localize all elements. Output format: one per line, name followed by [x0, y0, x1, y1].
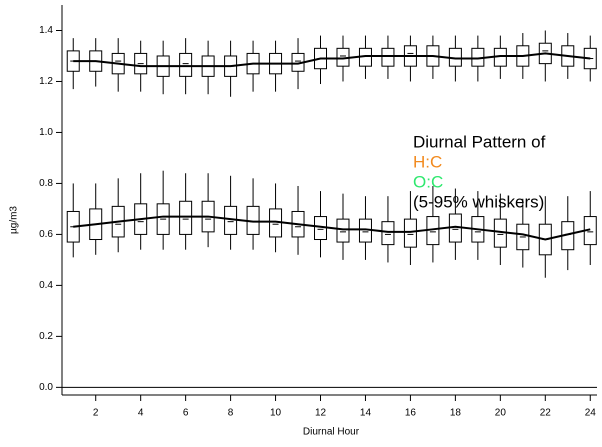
x-tick-label: 16 [405, 408, 417, 419]
x-tick-label: 24 [585, 408, 597, 419]
legend-label: O:C [413, 172, 443, 191]
x-tick-label: 10 [270, 408, 282, 419]
annotation: Diurnal Pattern of [413, 132, 546, 151]
y-tick-label: 1.4 [39, 25, 53, 36]
y-tick-label: 0.4 [39, 280, 53, 291]
y-axis-label: µg/m3 [9, 206, 20, 234]
x-axis-label: Diurnal Hour [303, 427, 360, 438]
box [403, 218, 417, 248]
x-tick-label: 14 [360, 408, 372, 419]
x-tick-label: 22 [540, 408, 552, 419]
box [179, 200, 193, 235]
y-tick-label: 1.2 [39, 76, 53, 87]
annotation: (5-95% whiskers) [413, 192, 544, 211]
y-tick-label: 0.6 [39, 229, 53, 240]
y-tick-label: 0.8 [39, 178, 53, 189]
mean-line [73, 52, 591, 68]
y-tick-label: 1.0 [39, 127, 53, 138]
box [179, 52, 193, 77]
x-tick-label: 6 [183, 408, 189, 419]
legend-label: H:C [413, 152, 442, 171]
x-tick-label: 20 [495, 408, 507, 419]
mean-line [73, 215, 591, 241]
x-tick-label: 8 [228, 408, 234, 419]
x-tick-label: 18 [450, 408, 462, 419]
x-tick-label: 4 [138, 408, 144, 419]
x-tick-label: 2 [93, 408, 99, 419]
y-tick-label: 0.2 [39, 331, 53, 342]
y-tick-label: 0.0 [39, 382, 53, 393]
box [381, 221, 395, 246]
box [336, 218, 350, 243]
box [381, 47, 395, 67]
x-tick-label: 12 [315, 408, 327, 419]
